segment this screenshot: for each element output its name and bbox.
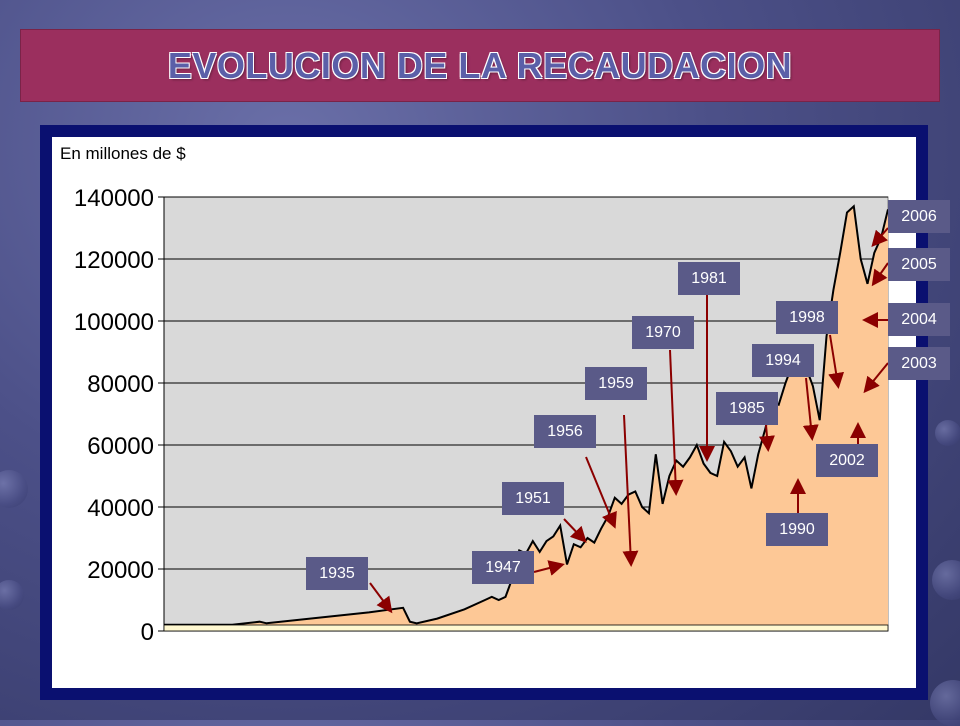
chart-frame: 0 20000 40000 60000 80000 100000 120000 140000 E…: [40, 125, 928, 700]
annotation-arrow: [758, 424, 775, 452]
revenue-chart: 0 20000 40000 60000 80000 100000 120000 140000 E…: [60, 144, 889, 646]
y-tick-label: 100000: [74, 309, 154, 336]
unit-label: En millones de $: [60, 144, 186, 163]
annotation-arrow: [369, 582, 393, 614]
annotation-arrow: [871, 227, 889, 248]
annotation-arrow: [871, 262, 889, 287]
baseline-band: [163, 624, 889, 632]
annotation-arrow: [667, 349, 684, 496]
year-label-1951: 1951: [502, 482, 564, 515]
y-tick-label: 80000: [87, 371, 154, 398]
background-bubble: [0, 580, 24, 610]
year-label-1970: 1970: [632, 316, 694, 349]
year-label-1959: 1959: [585, 367, 647, 400]
year-label-1935: 1935: [306, 557, 368, 590]
year-label-2004: 2004: [888, 303, 950, 336]
year-label-1956: 1956: [534, 415, 596, 448]
y-tick-label: 60000: [87, 433, 154, 460]
year-label-1998: 1998: [776, 301, 838, 334]
background-bubble: [930, 680, 960, 726]
background-bubble: [0, 470, 28, 508]
year-label-1947: 1947: [472, 551, 534, 584]
year-label-2002: 2002: [816, 444, 878, 477]
background-bubble: [935, 420, 960, 446]
background-bubble: [932, 560, 960, 600]
annotation-arrow: [863, 362, 889, 394]
annotation-arrow: [622, 414, 639, 567]
slide-title: EVOLUCION DE LA RECAUDACION: [167, 44, 793, 86]
annotation-arrow: [802, 377, 819, 441]
y-tick-label: 120000: [74, 247, 154, 274]
year-label-1981: 1981: [678, 262, 740, 295]
y-tick-label: 0: [141, 619, 154, 646]
year-label-1990: 1990: [766, 513, 828, 546]
y-tick-label: 140000: [74, 185, 154, 212]
annotation-arrow: [533, 560, 565, 576]
year-label-1985: 1985: [716, 392, 778, 425]
year-label-2003: 2003: [888, 347, 950, 380]
annotation-arrow: [828, 334, 845, 389]
y-tick-label: 20000: [87, 557, 154, 584]
chart-area: 0 20000 40000 60000 80000 100000 120000 140000 E…: [52, 137, 916, 688]
annotation-arrow: [563, 518, 587, 543]
annotation-arrow: [585, 456, 617, 529]
area-series: [164, 206, 888, 632]
year-label-2005: 2005: [888, 248, 950, 281]
title-banner: EVOLUCION DE LA RECAUDACION: [20, 29, 940, 102]
y-tick-label: 40000: [87, 495, 154, 522]
year-label-1994: 1994: [752, 344, 814, 377]
year-label-2006: 2006: [888, 200, 950, 233]
